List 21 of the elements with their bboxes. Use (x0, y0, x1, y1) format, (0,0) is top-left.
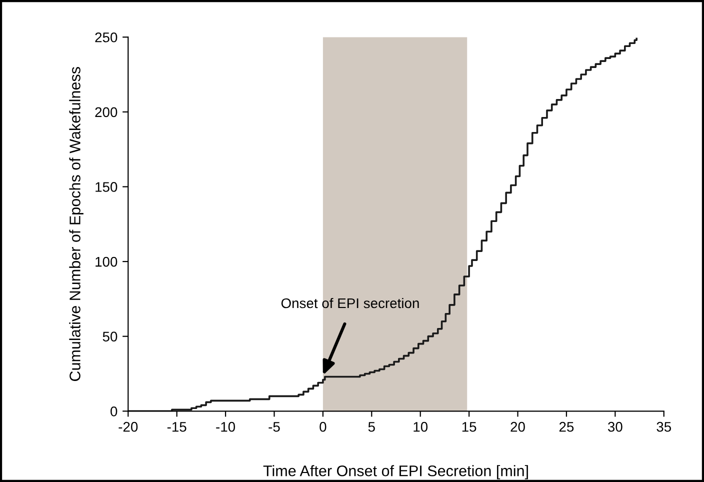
y-tick-label: 150 (96, 182, 118, 192)
x-tick-label: 10 (414, 422, 428, 432)
x-tick-label: 5 (368, 422, 375, 432)
x-tick-label: 25 (559, 422, 574, 432)
x-tick-label: 20 (510, 422, 525, 432)
y-tick-label: 100 (96, 256, 118, 267)
y-axis-title: Cumulative Number of Epochs of Wakefulness (69, 67, 84, 381)
x-tick-label: -15 (167, 422, 186, 432)
x-tick-label: 30 (608, 422, 622, 432)
annotation: Onset of EPI secretion (281, 298, 419, 308)
x-tick-label: -5 (268, 422, 280, 432)
y-tick-label: 200 (95, 107, 118, 118)
x-axis-title: Time After Onset of EPI Secretion [min] (263, 465, 528, 480)
y-tick-label: 250 (95, 32, 118, 42)
y-tick-label: 50 (102, 332, 118, 342)
x-tick-label: 0 (320, 422, 326, 432)
x-tick-label: 35 (656, 422, 672, 432)
y-tick-label: 0 (110, 406, 118, 416)
x-tick-label: 15 (462, 422, 476, 432)
x-tick-label: -10 (216, 422, 236, 432)
x-tick-label: -20 (118, 422, 138, 432)
